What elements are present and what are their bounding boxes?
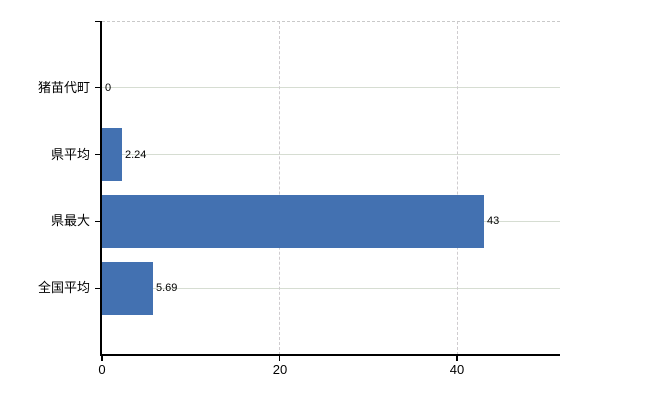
bar-value-label: 2.24 (125, 149, 147, 161)
h-gridline (102, 87, 560, 89)
x-tick (456, 356, 458, 361)
h-gridline (102, 154, 560, 156)
bar-2 (102, 195, 484, 248)
x-tick-label: 0 (98, 362, 106, 377)
y-tick (95, 87, 102, 88)
bar-value-label: 0 (105, 82, 112, 94)
x-tick (101, 356, 103, 361)
bar-value-label: 43 (487, 215, 500, 227)
y-axis-line (100, 21, 102, 356)
category-label-3: 全国平均 (37, 280, 90, 295)
y-tick (95, 154, 102, 155)
category-label-1: 県平均 (50, 147, 90, 162)
x-tick-label: 40 (449, 362, 465, 377)
category-label-2: 県最大 (50, 213, 90, 228)
x-tick-label: 20 (272, 362, 288, 377)
y-axis-end-tick (95, 21, 102, 22)
h-gridline (102, 287, 560, 289)
y-tick (95, 288, 102, 289)
x-axis-line (100, 354, 560, 356)
bar-3 (102, 262, 153, 315)
category-label-0: 猪苗代町 (37, 80, 90, 95)
plot-top-border (102, 21, 560, 22)
v-gridline (279, 21, 281, 355)
bar-1 (102, 128, 122, 181)
x-tick (278, 356, 281, 361)
bar-value-label: 5.69 (156, 282, 178, 294)
y-tick (95, 221, 102, 222)
v-gridline (456, 21, 458, 355)
